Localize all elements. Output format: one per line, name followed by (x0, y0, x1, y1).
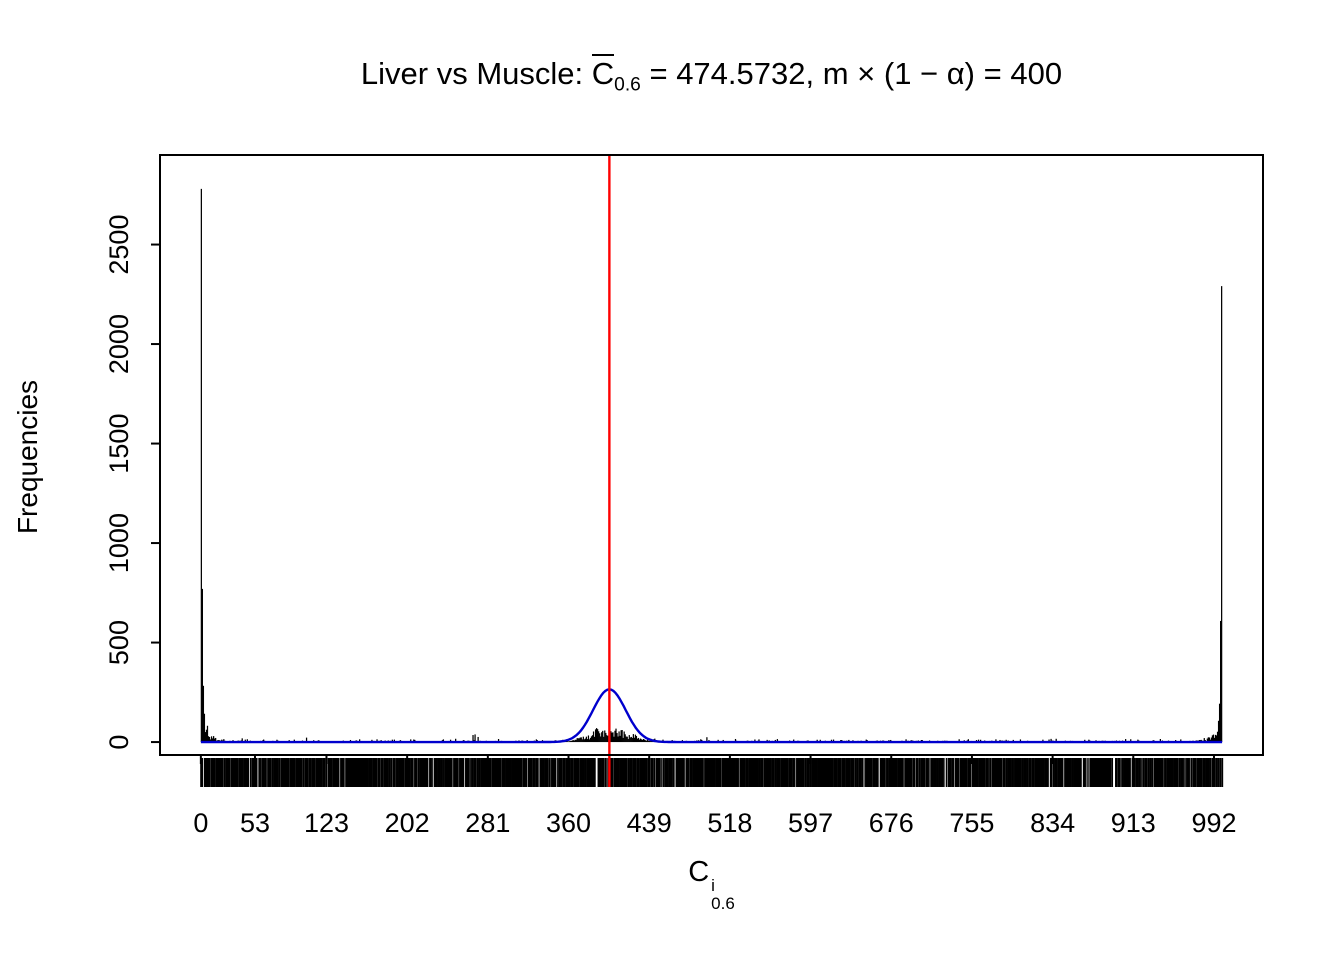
y-tick-label: 1500 (104, 414, 134, 474)
x-tick-label: 755 (949, 808, 994, 838)
x-axis-label-subscript: 0.6 (711, 893, 735, 913)
histogram-bars (200, 188, 1223, 743)
y-axis-ticks: 0 500 1000 1500 2000 2500 (104, 215, 160, 750)
x-tick-label: 834 (1030, 808, 1075, 838)
x-tick-label: 518 (707, 808, 752, 838)
x-tick-label: 913 (1111, 808, 1156, 838)
chart-title: Liver vs Muscle: C0.6 = 474.5732, m × (1… (160, 54, 1263, 97)
plot-border (159, 154, 1264, 756)
x-tick-label: 0 (193, 808, 208, 838)
x-tick-label: 123 (304, 808, 349, 838)
x-tick-label: 360 (546, 808, 591, 838)
x-axis-label-scripts: i 0.6 (711, 877, 735, 913)
density-curve (200, 688, 1223, 744)
title-equation: = 474.5732, m × (1 − α) = 400 (640, 56, 1063, 91)
y-tick-label: 2500 (104, 215, 134, 275)
title-prefix: Liver vs Muscle: (360, 56, 592, 91)
y-tick-label: 500 (104, 620, 134, 665)
title-cbar-subscript: 0.6 (614, 74, 641, 96)
x-tick-label: 281 (465, 808, 510, 838)
x-axis-ticks: 0 53 123 202 281 360 439 518 597 676 755 834 913 992 (193, 755, 1237, 838)
y-tick-label: 2000 (104, 314, 134, 374)
y-axis-label: Frequencies (12, 379, 43, 535)
x-tick-label: 992 (1191, 808, 1236, 838)
y-tick-label: 1000 (104, 513, 134, 573)
x-tick-label: 676 (869, 808, 914, 838)
title-cbar-symbol: C (591, 54, 615, 91)
x-tick-label: 439 (627, 808, 672, 838)
y-tick-label: 0 (104, 735, 134, 750)
x-tick-label: 53 (240, 808, 270, 838)
rug-marks (200, 758, 1224, 787)
x-axis-label-superscript: i (711, 876, 715, 895)
x-axis-label-base: C (688, 856, 710, 888)
x-tick-label: 202 (385, 808, 430, 838)
x-tick-label: 597 (788, 808, 833, 838)
